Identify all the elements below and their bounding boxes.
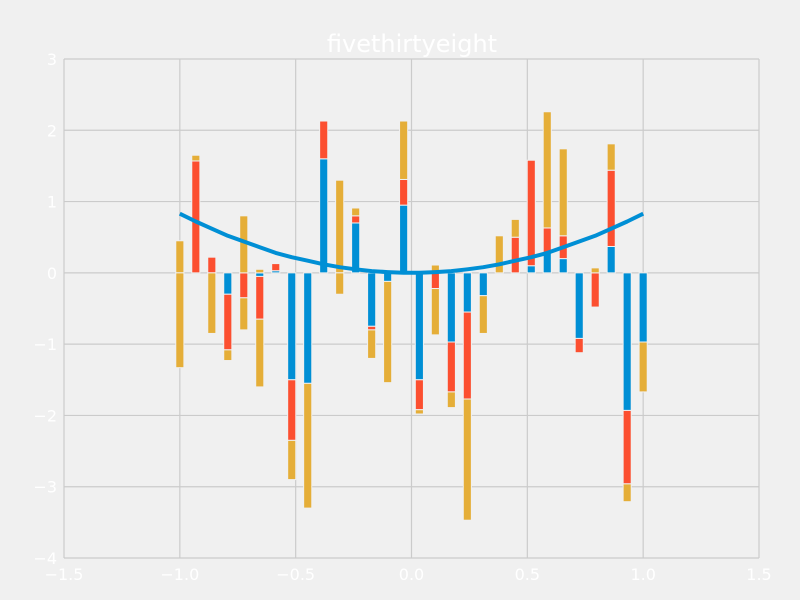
x-tick-label: 0.0 <box>399 565 424 584</box>
x-tick-label: 1.5 <box>746 565 771 584</box>
bar-segment <box>191 160 201 274</box>
bar-segment <box>367 325 377 331</box>
bar-segment <box>510 236 520 274</box>
bar-segment <box>255 268 265 274</box>
bar-segment <box>207 272 217 334</box>
bar-segment <box>399 204 409 274</box>
y-tick-label: −3 <box>33 478 57 497</box>
bar-segment <box>287 272 297 381</box>
bar-segment <box>175 272 185 369</box>
bar-segment <box>287 439 297 481</box>
bar-segment <box>399 178 409 206</box>
y-tick-label: 1 <box>47 193 57 212</box>
bar-segment <box>558 258 568 274</box>
bar-segment <box>622 483 632 503</box>
bar-segment <box>542 111 552 229</box>
bar-segment <box>335 272 345 295</box>
bar-segment <box>414 379 424 411</box>
bar-segment <box>399 120 409 180</box>
bars <box>175 111 648 521</box>
x-tick-label: 0.5 <box>515 565 540 584</box>
bar-segment <box>590 267 600 274</box>
bar-segment <box>638 341 648 393</box>
curve-line <box>178 211 645 275</box>
bar-segment <box>287 379 297 441</box>
bar-segment <box>367 329 377 359</box>
bar-segment <box>558 148 568 237</box>
bar-segment <box>606 143 616 171</box>
bar-segment <box>574 337 584 354</box>
bar-segment <box>542 252 552 274</box>
bar-segment <box>430 272 440 290</box>
bar-segment <box>223 349 233 362</box>
bar-segment <box>255 275 265 320</box>
y-tick-label: 3 <box>47 50 57 69</box>
bar-segment <box>526 265 536 274</box>
tick-labels: −1.5 −1.0 −0.5 0.0 0.5 1.0 1.5 −4 −3 −2 −1 0 1 2 3 <box>33 50 771 584</box>
bar-segment <box>414 409 424 415</box>
bar-segment <box>526 159 536 267</box>
bar-segment <box>574 272 584 339</box>
bar-segment <box>351 222 361 274</box>
bar-segment <box>319 120 329 160</box>
line-series <box>178 211 645 275</box>
y-tick-label: −4 <box>33 549 57 568</box>
bar-segment <box>175 240 185 274</box>
bar-segment <box>367 272 377 327</box>
chart-title: fivethirtyeight <box>327 30 497 58</box>
bar-segment <box>430 288 440 336</box>
x-tick-label: 1.0 <box>630 565 655 584</box>
bar-segment <box>207 256 217 274</box>
grid <box>63 58 760 559</box>
bar-segment <box>462 311 472 400</box>
bar-segment <box>351 207 361 217</box>
y-tick-label: 0 <box>47 264 57 283</box>
bar-segment <box>462 272 472 313</box>
bar-segment <box>606 169 616 247</box>
bar-segment <box>446 391 456 409</box>
bar-segment <box>510 218 520 238</box>
y-tick-label: −1 <box>33 335 57 354</box>
bar-segment <box>606 245 616 274</box>
bar-segment <box>462 398 472 521</box>
bar-segment <box>335 179 345 274</box>
y-tick-label: 2 <box>47 121 57 140</box>
bar-segment <box>303 272 313 384</box>
bar-segment <box>223 293 233 351</box>
bar-segment <box>478 272 488 297</box>
bar-segment <box>319 158 329 274</box>
bar-segment <box>303 382 313 509</box>
bar-segment <box>255 272 265 277</box>
bar-segment <box>239 297 249 331</box>
bar-segment <box>446 272 456 343</box>
bar-segment <box>622 272 632 411</box>
bar-segment <box>351 215 361 224</box>
bar-segment <box>239 272 249 299</box>
bar-segment <box>191 154 201 162</box>
bar-segment <box>255 318 265 388</box>
x-tick-label: −1.0 <box>160 565 199 584</box>
bar-segment <box>622 409 632 485</box>
bar-segment <box>638 272 648 343</box>
bar-segment <box>414 272 424 381</box>
bar-segment <box>542 227 552 254</box>
bar-segment <box>494 235 504 274</box>
bar-segment <box>271 263 281 272</box>
x-tick-label: −1.5 <box>45 565 84 584</box>
bar-segment <box>223 272 233 295</box>
bar-segment <box>446 341 456 393</box>
bar-segment <box>383 280 393 384</box>
x-tick-label: −0.5 <box>276 565 315 584</box>
y-tick-label: −2 <box>33 406 57 425</box>
bar-segment <box>590 272 600 308</box>
bar-segment <box>478 295 488 334</box>
